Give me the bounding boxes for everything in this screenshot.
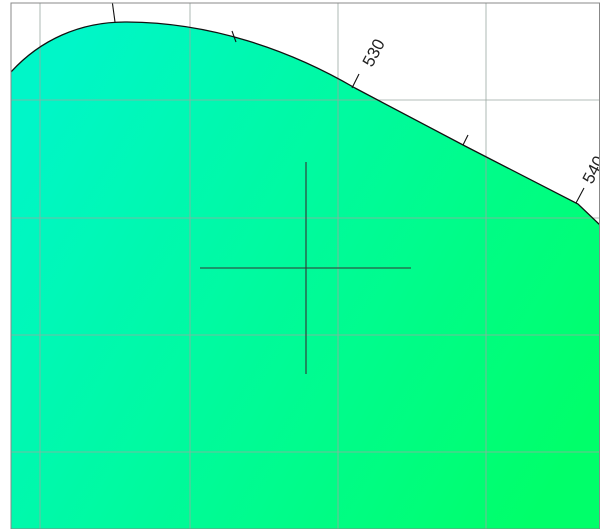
grid-lines — [11, 3, 600, 529]
locus-tick-520 — [231, 30, 237, 43]
locus-tick-540 — [575, 187, 585, 204]
spectral-locus-line — [11, 21, 600, 226]
locus-label-530: 530 — [359, 36, 389, 70]
locus-tick-535 — [462, 134, 469, 146]
locus-tick-510 — [111, 3, 116, 23]
crosshair-marker — [200, 162, 411, 374]
locus-tick-530 — [351, 73, 360, 89]
locus-label-540: 540 — [579, 153, 600, 187]
